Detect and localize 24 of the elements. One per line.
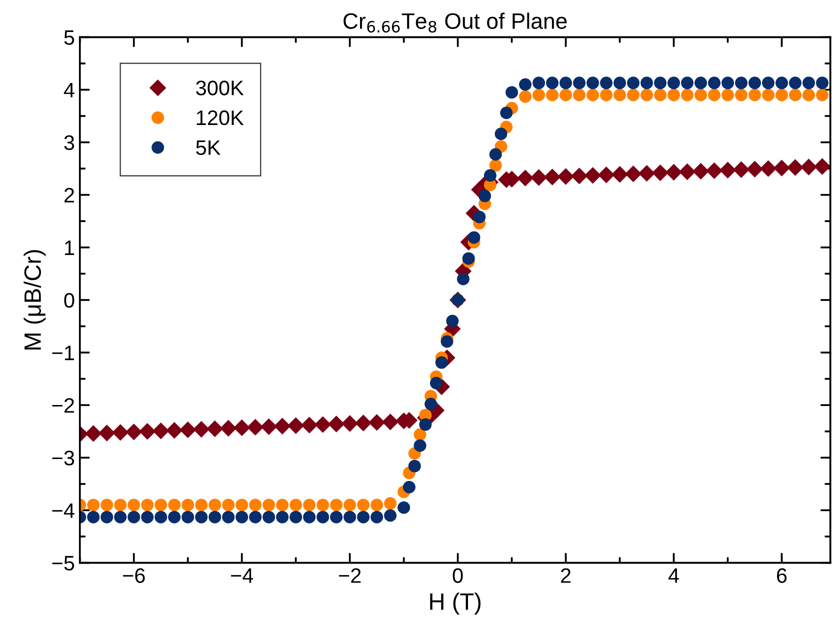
- x-tick-label: 0: [452, 568, 463, 583]
- x-tick-label: −4: [230, 568, 254, 583]
- x-tick-label: 6: [777, 568, 787, 583]
- y-tick-label: 0: [64, 292, 74, 308]
- x-tick-label: −2: [338, 568, 361, 583]
- y-tick-label: −2: [52, 398, 74, 413]
- legend-label: 120K: [196, 110, 244, 126]
- x-axis-title: H (T): [430, 592, 481, 615]
- y-tick-label: −3: [52, 450, 74, 466]
- y-axis-title: M (μB/Cr): [24, 250, 46, 350]
- y-tick-label: 1: [65, 240, 74, 255]
- x-tick-label: 2: [561, 568, 571, 583]
- chart-title: Cr$_{6.66}$Te$_{8}$ Out of Plane: [344, 12, 567, 33]
- legend-label: 300K: [196, 80, 244, 96]
- x-tick-label: 4: [668, 568, 679, 583]
- x-tick-label: −6: [123, 568, 145, 583]
- y-tick-label: 2: [64, 188, 74, 202]
- y-tick-label: 5: [64, 30, 74, 45]
- legend-label: 5K: [196, 140, 221, 156]
- y-tick-label: 4: [64, 82, 74, 98]
- y-tick-label: 3: [64, 135, 74, 150]
- y-tick-label: −1: [52, 346, 74, 360]
- y-tick-label: −5: [52, 556, 74, 571]
- y-tick-label: −4: [52, 503, 74, 518]
